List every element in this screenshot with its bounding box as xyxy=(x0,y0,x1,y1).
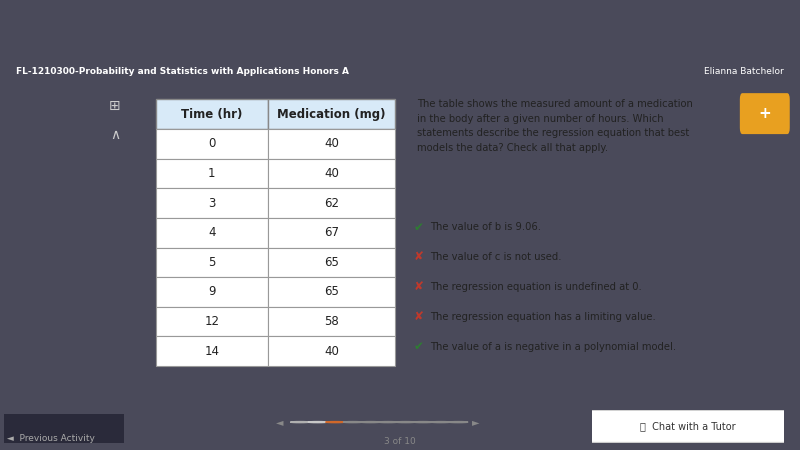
Bar xyxy=(156,277,268,307)
Text: 9: 9 xyxy=(208,285,215,298)
Bar xyxy=(156,129,268,159)
Circle shape xyxy=(431,422,450,423)
Text: The table shows the measured amount of a medication
in the body after a given nu: The table shows the measured amount of a… xyxy=(417,99,693,153)
Bar xyxy=(268,248,395,277)
Text: ✔: ✔ xyxy=(414,220,424,234)
Text: ✔: ✔ xyxy=(414,340,424,353)
Text: 58: 58 xyxy=(324,315,339,328)
Text: ✘: ✘ xyxy=(414,251,424,263)
Text: 67: 67 xyxy=(324,226,339,239)
Text: The regression equation has a limiting value.: The regression equation has a limiting v… xyxy=(430,312,656,322)
Bar xyxy=(268,218,395,248)
Text: Elianna Batchelor: Elianna Batchelor xyxy=(704,68,784,76)
Text: 65: 65 xyxy=(324,256,339,269)
Bar xyxy=(156,248,268,277)
Text: ∧: ∧ xyxy=(110,128,120,142)
Text: Time (hr): Time (hr) xyxy=(181,108,242,121)
Circle shape xyxy=(414,422,433,423)
Bar xyxy=(268,336,395,366)
Bar xyxy=(268,307,395,336)
Circle shape xyxy=(378,422,398,423)
Circle shape xyxy=(290,422,310,423)
Text: The value of a is negative in a polynomial model.: The value of a is negative in a polynomi… xyxy=(430,342,676,352)
Text: Medication (mg): Medication (mg) xyxy=(278,108,386,121)
Text: The regression equation is undefined at 0.: The regression equation is undefined at … xyxy=(430,282,642,292)
Circle shape xyxy=(449,422,468,423)
Text: 40: 40 xyxy=(324,345,339,358)
Bar xyxy=(156,336,268,366)
Text: 3: 3 xyxy=(208,197,215,210)
Text: 👤  Chat with a Tutor: 👤 Chat with a Tutor xyxy=(640,421,736,431)
Text: 12: 12 xyxy=(204,315,219,328)
Circle shape xyxy=(396,422,415,423)
Text: ►: ► xyxy=(472,417,480,427)
Circle shape xyxy=(308,422,327,423)
Bar xyxy=(156,188,268,218)
Bar xyxy=(268,129,395,159)
Bar xyxy=(268,277,395,307)
Bar xyxy=(156,99,268,129)
Text: FL-1210300-Probability and Statistics with Applications Honors A: FL-1210300-Probability and Statistics wi… xyxy=(16,68,349,76)
FancyBboxPatch shape xyxy=(740,93,790,134)
FancyBboxPatch shape xyxy=(4,414,124,443)
Text: 1: 1 xyxy=(208,167,215,180)
Text: The value of b is 9.06.: The value of b is 9.06. xyxy=(430,222,541,232)
Bar xyxy=(156,307,268,336)
Bar xyxy=(268,99,395,129)
Text: ◄: ◄ xyxy=(276,417,284,427)
Text: The value of c is not used.: The value of c is not used. xyxy=(430,252,562,262)
Text: ✘: ✘ xyxy=(414,280,424,293)
Circle shape xyxy=(343,422,362,423)
Bar xyxy=(156,159,268,188)
Text: ✘: ✘ xyxy=(414,310,424,323)
Bar xyxy=(268,159,395,188)
Bar xyxy=(268,188,395,218)
Text: 40: 40 xyxy=(324,137,339,150)
Circle shape xyxy=(361,422,380,423)
Bar xyxy=(156,218,268,248)
Text: 5: 5 xyxy=(208,256,215,269)
Text: 14: 14 xyxy=(204,345,219,358)
Text: ⊞: ⊞ xyxy=(109,99,121,113)
Text: 62: 62 xyxy=(324,197,339,210)
Text: ◄  Previous Activity: ◄ Previous Activity xyxy=(4,434,95,443)
Circle shape xyxy=(326,422,345,423)
Text: 0: 0 xyxy=(208,137,215,150)
Text: 4: 4 xyxy=(208,226,215,239)
Text: 3 of 10: 3 of 10 xyxy=(384,437,416,446)
FancyBboxPatch shape xyxy=(586,410,790,443)
Text: 65: 65 xyxy=(324,285,339,298)
Text: 40: 40 xyxy=(324,167,339,180)
Text: +: + xyxy=(758,106,771,121)
